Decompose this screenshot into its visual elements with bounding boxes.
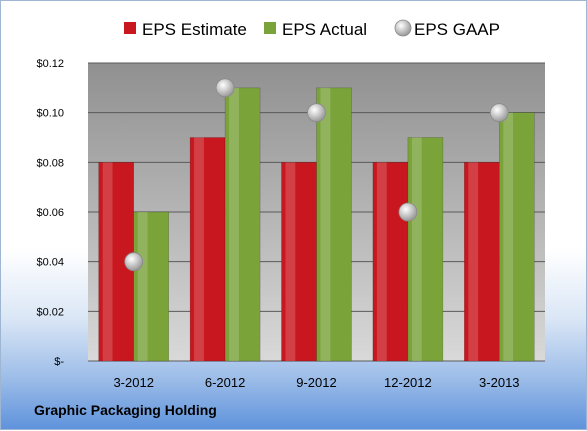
bar-highlight [468, 162, 479, 361]
bar-highlight [102, 162, 113, 361]
bar-eps-actual [498, 112, 535, 362]
legend-label: EPS GAAP [414, 20, 500, 39]
bar-eps-estimate [372, 162, 409, 362]
bar-eps-estimate [189, 137, 226, 362]
bar-highlight [503, 112, 514, 362]
point-eps-gaap [215, 78, 235, 98]
bar-highlight [411, 137, 422, 361]
bar-eps-estimate [463, 162, 500, 362]
bar-eps-actual [133, 211, 169, 362]
y-tick-label: $0.06 [36, 207, 64, 219]
point-eps-gaap [307, 103, 326, 123]
x-category-label: 9-2012 [296, 375, 336, 390]
bar-eps-actual [407, 137, 444, 362]
bar-highlight [194, 137, 204, 361]
y-tick-label: $- [54, 356, 64, 368]
x-category-label: 3-2012 [113, 375, 153, 390]
legend-label: EPS Actual [282, 20, 367, 39]
bar-eps-estimate [281, 162, 317, 362]
point-eps-gaap [398, 202, 418, 222]
y-tick-label: $0.12 [36, 58, 64, 70]
y-tick-label: $0.04 [36, 257, 64, 269]
x-category-label: 6-2012 [205, 375, 245, 390]
legend-swatch [124, 22, 136, 34]
bar-highlight [376, 162, 387, 361]
y-tick-label: $0.02 [36, 306, 64, 318]
bar-eps-actual [224, 87, 261, 362]
company-name: Graphic Packaging Holding [34, 402, 217, 418]
bar-highlight [229, 87, 239, 361]
y-tick-label: $0.08 [36, 157, 64, 169]
legend-swatch [394, 19, 412, 37]
x-category-label: 12-2012 [384, 375, 432, 390]
point-eps-gaap [489, 103, 509, 123]
bar-highlight [320, 87, 331, 361]
legend-label: EPS Estimate [142, 20, 247, 39]
x-category-label: 3-2013 [479, 375, 519, 390]
bar-eps-actual [316, 87, 352, 362]
y-tick-label: $0.10 [36, 108, 64, 120]
bar-highlight [137, 212, 148, 361]
bar-highlight [285, 162, 296, 361]
legend-swatch [264, 22, 276, 34]
point-eps-gaap [124, 252, 144, 272]
